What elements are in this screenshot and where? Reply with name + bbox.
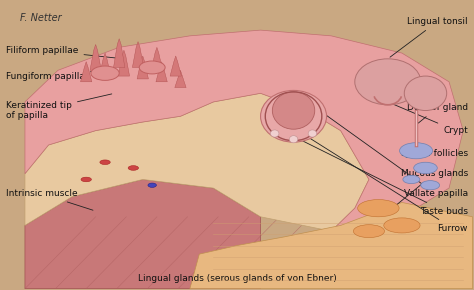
Ellipse shape (289, 136, 298, 143)
Polygon shape (170, 56, 182, 76)
Polygon shape (90, 44, 101, 70)
Polygon shape (25, 180, 261, 289)
Text: Lingual tonsil: Lingual tonsil (390, 17, 468, 57)
Text: F. Netter: F. Netter (20, 13, 62, 23)
Text: Vallate papilla: Vallate papilla (310, 104, 468, 198)
Ellipse shape (81, 177, 91, 182)
Text: Mucous glands: Mucous glands (395, 169, 468, 206)
Text: Lingual glands (serous glands of von Ebner): Lingual glands (serous glands of von Ebn… (137, 274, 337, 283)
Ellipse shape (100, 160, 110, 164)
Text: Filiform papillae: Filiform papillae (6, 46, 121, 59)
Ellipse shape (384, 218, 420, 233)
Polygon shape (25, 30, 463, 231)
Ellipse shape (354, 225, 384, 238)
Ellipse shape (400, 143, 433, 159)
Text: Duct of gland: Duct of gland (407, 103, 468, 123)
Text: Crypt: Crypt (391, 103, 468, 135)
Polygon shape (156, 62, 167, 82)
Polygon shape (25, 93, 369, 231)
Polygon shape (190, 202, 473, 289)
Polygon shape (81, 62, 92, 82)
Ellipse shape (128, 166, 138, 170)
Polygon shape (151, 47, 163, 70)
Ellipse shape (148, 183, 156, 187)
Text: Furrow: Furrow (286, 124, 468, 233)
Ellipse shape (403, 175, 420, 184)
Polygon shape (100, 53, 111, 76)
Ellipse shape (308, 130, 317, 137)
Text: Intrinsic muscle: Intrinsic muscle (6, 189, 93, 210)
Ellipse shape (355, 59, 421, 105)
Ellipse shape (271, 130, 279, 137)
Polygon shape (137, 56, 148, 79)
Polygon shape (132, 41, 144, 68)
Ellipse shape (91, 66, 119, 80)
Ellipse shape (357, 200, 399, 217)
Text: Fungiform papilla: Fungiform papilla (6, 70, 102, 81)
Polygon shape (175, 70, 186, 88)
Ellipse shape (273, 92, 315, 129)
Ellipse shape (139, 61, 165, 74)
Ellipse shape (261, 90, 327, 142)
Polygon shape (118, 50, 129, 76)
Text: Keratinized tip
of papilla: Keratinized tip of papilla (6, 94, 112, 120)
Polygon shape (114, 39, 125, 68)
Ellipse shape (414, 162, 438, 174)
Ellipse shape (404, 76, 447, 110)
Ellipse shape (421, 181, 439, 190)
Text: Taste buds: Taste buds (296, 138, 468, 215)
Text: Lymph follicles: Lymph follicles (401, 149, 468, 158)
